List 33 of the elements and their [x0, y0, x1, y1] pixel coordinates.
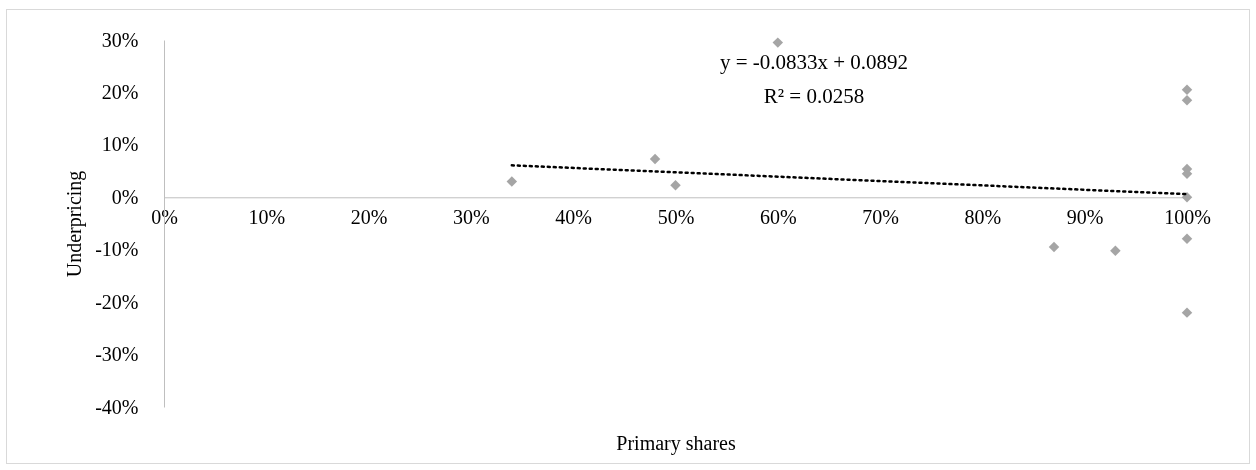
x-tick-label: 70% — [862, 205, 899, 228]
x-tick-label: 50% — [657, 205, 695, 228]
y-tick-label: 0% — [111, 185, 139, 208]
x-tick-label: 0% — [151, 205, 178, 228]
annotation: R² = 0.0258 — [763, 84, 865, 108]
point — [1110, 245, 1121, 257]
point — [1048, 241, 1060, 253]
y-tick-label: -30% — [95, 343, 139, 366]
x-tick-label: 80% — [964, 205, 1002, 228]
point — [1181, 84, 1193, 96]
x-tick-label: 20% — [350, 205, 388, 228]
annotation: y = -0.0833x + 0.0892 — [719, 50, 909, 74]
x-tick-label: 10% — [248, 205, 286, 228]
point — [506, 176, 518, 187]
point — [649, 153, 661, 165]
x-tick-label: 90% — [1066, 205, 1104, 228]
x-axis-title: Primary shares — [616, 431, 736, 455]
y-tick-label: -40% — [95, 395, 139, 418]
y-tick-label: -20% — [95, 290, 139, 313]
point — [1181, 307, 1193, 318]
point — [772, 37, 784, 48]
point — [670, 179, 681, 191]
y-axis-title: Underpricing — [63, 170, 87, 278]
y-tick-label: 30% — [101, 28, 139, 51]
x-tick-label: 40% — [555, 205, 593, 228]
point — [1181, 233, 1193, 244]
y-tick-label: 20% — [101, 80, 139, 103]
x-tick-label: 30% — [453, 205, 490, 228]
point — [1181, 95, 1193, 106]
x-tick-label: 100% — [1164, 205, 1211, 228]
y-tick-label: 10% — [101, 133, 139, 156]
y-tick-label: -10% — [95, 238, 139, 261]
x-tick-label: 60% — [759, 205, 797, 228]
